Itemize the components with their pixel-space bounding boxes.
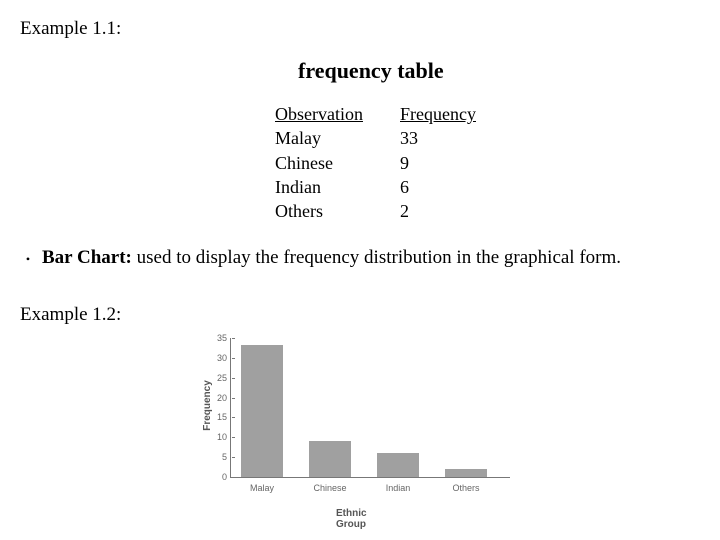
chart-ytick: 5	[222, 452, 231, 462]
frequency-table: Observation Frequency Malay 33 Chinese 9…	[275, 102, 490, 223]
chart-bar-malay	[241, 345, 283, 477]
chart-xcat: Others	[452, 477, 479, 493]
chart-ytick: 35	[217, 333, 231, 343]
table-row: Malay 33	[275, 126, 490, 150]
chart-ytick: 15	[217, 412, 231, 422]
table-row: Others 2	[275, 199, 490, 223]
chart-xcat: Malay	[250, 477, 274, 493]
table-row: Indian 6	[275, 175, 490, 199]
chart-xcat: Chinese	[313, 477, 346, 493]
bullet-rest: used to display the frequency distributi…	[137, 247, 621, 268]
chart-bar-others	[445, 469, 487, 477]
chart-ytick: 10	[217, 432, 231, 442]
chart-xlabel: Ethnic Group	[336, 508, 367, 530]
table-header-observation: Observation	[275, 102, 400, 126]
chart-xcat: Indian	[386, 477, 411, 493]
chart-ytick: 20	[217, 393, 231, 403]
bullet-icon: •	[14, 245, 42, 271]
chart-plot-area: 0 5 10 15 20 25 30 35 Malay Chinese Indi…	[230, 338, 510, 478]
table-row: Chinese 9	[275, 151, 490, 175]
chart-ytick: 0	[222, 472, 231, 482]
chart-bar-indian	[377, 453, 419, 477]
bullet-bold: Bar Chart:	[42, 247, 137, 268]
chart-ytick: 30	[217, 353, 231, 363]
example-1-2-label: Example 1.2:	[20, 304, 121, 326]
chart-ytick: 25	[217, 373, 231, 383]
bar-chart-bullet: • Bar Chart: used to display the frequen…	[14, 245, 702, 271]
table-header-frequency: Frequency	[400, 102, 490, 126]
page-title: frequency table	[298, 58, 444, 84]
chart-bar-chinese	[309, 441, 351, 477]
chart-ylabel: Frequency	[202, 380, 213, 431]
example-1-1-label: Example 1.1:	[20, 18, 121, 40]
